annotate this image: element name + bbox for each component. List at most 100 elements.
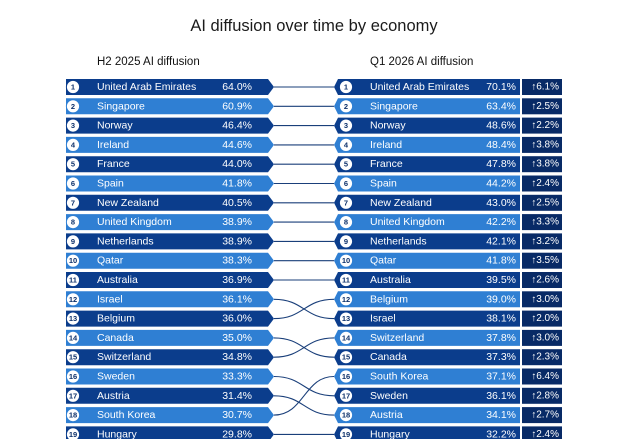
left-row-bar (66, 272, 274, 288)
left-row-bar (66, 233, 274, 250)
left-diffusion-value: 29.8% (222, 428, 252, 439)
right-diffusion-value: 32.2% (486, 428, 516, 439)
left-row-bar (66, 136, 274, 153)
right-economy-name: Switzerland (370, 332, 424, 344)
right-row-bar (334, 156, 520, 173)
left-diffusion-value: 38.9% (222, 216, 252, 228)
right-economy-name: Belgium (370, 293, 408, 305)
change-badge (522, 426, 562, 439)
change-badge (522, 98, 562, 115)
left-rank-number: 4 (71, 140, 76, 149)
right-row-bar (334, 194, 520, 211)
left-rank-circle (65, 157, 81, 172)
right-diffusion-value: 34.1% (486, 409, 516, 421)
right-economy-name: United Kingdom (370, 216, 445, 228)
change-label: ↑3.0% (531, 332, 559, 343)
left-diffusion-value: 35.0% (222, 332, 252, 344)
right-economy-name: United Arab Emirates (370, 81, 469, 93)
right-row-bar (334, 79, 520, 95)
left-row-bar (66, 349, 274, 366)
change-badge (522, 214, 562, 231)
right-row-bar (334, 117, 520, 134)
right-rank-number: 13 (342, 314, 350, 323)
left-diffusion-value: 44.6% (222, 139, 252, 151)
right-rank-number: 9 (344, 237, 348, 246)
left-rank-number: 1 (71, 83, 75, 92)
left-rank-circle (65, 330, 81, 345)
right-row-bar (334, 98, 520, 115)
right-rank-circle (338, 137, 354, 152)
left-diffusion-value: 36.9% (222, 274, 252, 286)
change-badge (522, 329, 562, 346)
right-diffusion-value: 44.2% (486, 178, 516, 190)
right-rank-circle (338, 157, 354, 172)
left-diffusion-value: 30.7% (222, 409, 252, 421)
right-rank-number: 5 (344, 160, 348, 169)
right-diffusion-value: 38.1% (486, 313, 516, 325)
change-label: ↑3.3% (531, 217, 559, 228)
connector-line (273, 375, 335, 416)
right-row-bar (334, 310, 520, 327)
change-label: ↑2.7% (531, 410, 559, 421)
left-diffusion-value: 60.9% (222, 100, 252, 112)
right-row-bar (334, 272, 520, 288)
left-economy-name: Sweden (97, 371, 135, 383)
right-diffusion-value: 37.3% (486, 351, 516, 363)
change-label: ↑2.4% (531, 178, 559, 189)
change-label: ↑2.3% (531, 352, 559, 363)
left-economy-name: Australia (97, 274, 138, 286)
right-economy-name: Israel (370, 313, 396, 325)
left-row-bar (66, 426, 274, 439)
right-row-bar (334, 426, 520, 439)
left-rank-circle (65, 350, 81, 365)
change-badge (522, 272, 562, 288)
change-label: ↑3.0% (531, 294, 559, 305)
right-rank-circle (338, 350, 354, 365)
right-row-bar (334, 387, 520, 404)
right-rank-number: 11 (342, 276, 350, 285)
right-row-bar (334, 349, 520, 366)
left-rank-circle (65, 369, 81, 384)
right-rank-number: 2 (344, 102, 348, 111)
left-row-bar (66, 252, 274, 269)
left-economy-name: Singapore (97, 100, 145, 112)
left-economy-name: Switzerland (97, 351, 151, 363)
right-row-bar (334, 175, 520, 192)
right-rank-number: 19 (342, 430, 350, 439)
change-badge (522, 136, 562, 153)
change-label: ↑2.8% (531, 390, 559, 401)
right-economy-name: Australia (370, 274, 411, 286)
right-economy-name: Sweden (370, 390, 408, 402)
right-rank-number: 12 (342, 295, 350, 304)
change-badge (522, 291, 562, 308)
left-diffusion-value: 34.8% (222, 351, 252, 363)
right-rank-circle (338, 330, 354, 345)
right-rank-number: 8 (344, 218, 348, 227)
change-label: ↑3.5% (531, 255, 559, 266)
left-rank-number: 5 (71, 160, 75, 169)
right-rank-circle (338, 369, 354, 384)
left-diffusion-value: 36.1% (222, 293, 252, 305)
change-badge (522, 252, 562, 269)
change-badge (522, 349, 562, 366)
right-rank-number: 1 (344, 83, 348, 92)
right-rank-circle (338, 427, 354, 439)
left-economy-name: Belgium (97, 313, 135, 325)
right-rank-number: 10 (342, 256, 350, 265)
left-economy-name: United Kingdom (97, 216, 172, 228)
right-diffusion-value: 37.1% (486, 371, 516, 383)
left-rank-circle (65, 272, 81, 288)
right-rank-number: 7 (344, 198, 348, 207)
left-economy-name: Austria (97, 390, 130, 402)
left-row-bar (66, 407, 274, 424)
right-diffusion-value: 70.1% (486, 81, 516, 93)
change-label: ↑6.1% (531, 82, 559, 93)
right-rank-number: 4 (344, 140, 349, 149)
right-rank-circle (338, 253, 354, 268)
left-rank-number: 8 (71, 218, 75, 227)
left-diffusion-value: 40.5% (222, 197, 252, 209)
right-rank-number: 14 (342, 333, 351, 342)
left-rank-circle (65, 99, 81, 114)
right-row-bar (334, 214, 520, 231)
left-economy-name: Canada (97, 332, 134, 344)
